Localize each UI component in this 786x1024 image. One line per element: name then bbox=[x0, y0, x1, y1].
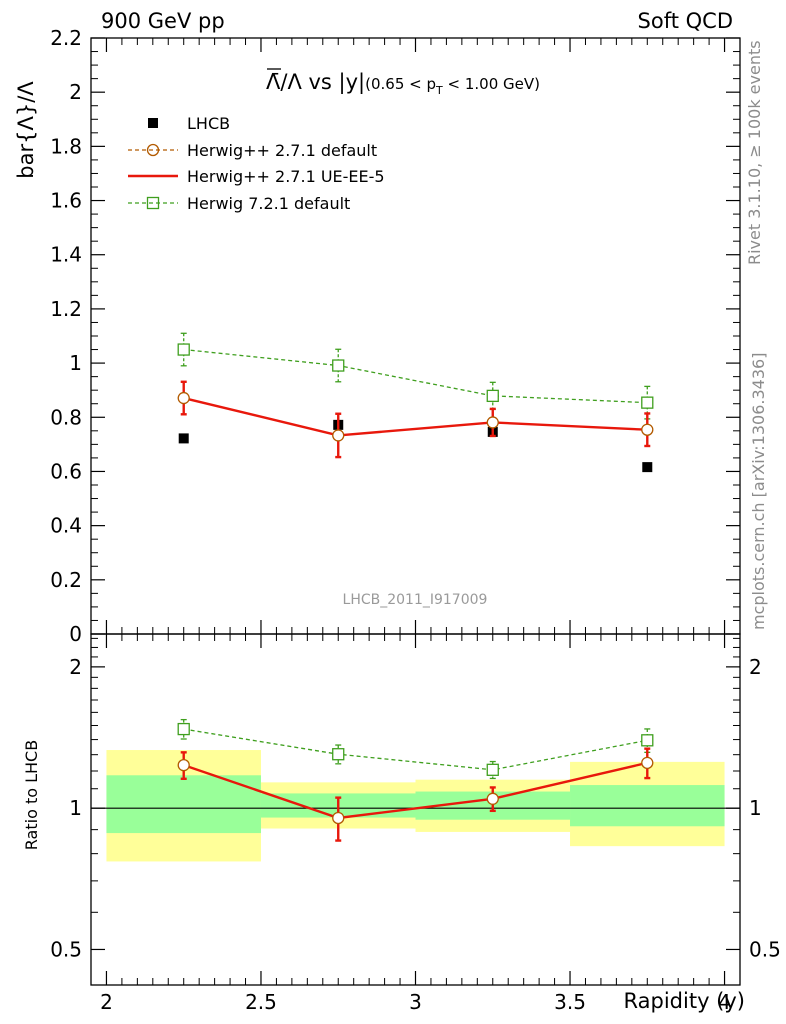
ratio-point-herwig7-default-3 bbox=[641, 734, 654, 747]
main-ytick-label-6: 1.2 bbox=[50, 297, 82, 321]
svg-text:Λ̄/Λ vs |y|(0.65 < pT < 1.00 G: Λ̄/Λ vs |y|(0.65 < pT < 1.00 GeV) bbox=[266, 70, 540, 97]
ratio-ylabel: Ratio to LHCB bbox=[22, 740, 41, 850]
legend-marker-lhcb bbox=[148, 118, 158, 128]
ratio-errorbar-herwig7-default-1 bbox=[335, 744, 342, 765]
ratio-ytick-label-right-1: 1 bbox=[749, 796, 762, 820]
svg-text:Herwig++ 2.7.1 UE-EE-5: Herwig++ 2.7.1 UE-EE-5 bbox=[187, 167, 385, 186]
ratio-errorbar-herwig7-default-0 bbox=[180, 718, 187, 740]
xtick-label-3: 3.5 bbox=[554, 990, 586, 1014]
analysis-id: LHCB_2011_I917009 bbox=[343, 592, 488, 608]
ratio-line-herwigpp-ueee5 bbox=[183, 761, 648, 820]
point-herwigpp-default-2 bbox=[486, 416, 499, 429]
ratio-point-herwigpp-default-0 bbox=[177, 758, 190, 772]
main-ytick-label-11: 2.2 bbox=[50, 26, 82, 50]
point-lhcb-0 bbox=[178, 433, 189, 444]
legend: LHCB Herwig++ 2.7.1 default Herwig++ 2.7… bbox=[128, 114, 385, 213]
title-main: Λ̄/Λ vs |y| bbox=[266, 70, 365, 95]
xtick-label-4: 4 bbox=[718, 990, 731, 1014]
xlabel: Rapidity (y) bbox=[624, 989, 745, 1013]
main-ytick-label-3: 0.6 bbox=[50, 459, 82, 483]
point-herwigpp-default-1 bbox=[332, 429, 345, 442]
ratio-band-inner-0 bbox=[106, 775, 261, 834]
rivet-label: Rivet 3.1.10, ≥ 100k events bbox=[745, 40, 764, 265]
main-ytick-label-2: 0.4 bbox=[50, 514, 82, 538]
main-ylabel: bar{Λ}/Λ bbox=[14, 81, 38, 179]
main-ytick-label-5: 1 bbox=[69, 351, 82, 375]
ratio-ytick-label-0: 0.5 bbox=[50, 937, 82, 961]
ratio-point-herwigpp-default-2 bbox=[486, 792, 499, 805]
main-ytick-label-9: 1.8 bbox=[50, 134, 82, 158]
ratio-ytick-label-right-2: 2 bbox=[749, 655, 762, 679]
main-ytick-label-4: 0.8 bbox=[50, 405, 82, 429]
point-herwigpp-default-0 bbox=[177, 391, 190, 405]
xtick-label-1: 2.5 bbox=[245, 990, 277, 1014]
ratio-ytick-label-right-0: 0.5 bbox=[749, 937, 781, 961]
ratio-band-inner-3 bbox=[570, 785, 725, 827]
header-left: 900 GeV pp bbox=[101, 9, 225, 33]
ratio-point-herwig7-default-2 bbox=[486, 763, 499, 776]
legend-item-herwigpp-default: Herwig++ 2.7.1 default bbox=[128, 141, 377, 160]
ratio-point-herwigpp-default-1 bbox=[332, 811, 345, 825]
point-herwig7-default-2 bbox=[486, 389, 499, 403]
point-herwig7-default-3 bbox=[641, 396, 654, 409]
svg-text:Herwig 7.2.1 default: Herwig 7.2.1 default bbox=[187, 194, 350, 213]
xtick-label-2: 3 bbox=[409, 990, 422, 1014]
main-ytick-label-1: 0.2 bbox=[50, 568, 82, 592]
ratio-ytick-label-1: 1 bbox=[69, 796, 82, 820]
xtick-label-0: 2 bbox=[100, 990, 113, 1014]
main-ytick-label-10: 2 bbox=[69, 80, 82, 104]
series-line-herwigpp-ueee5 bbox=[183, 396, 648, 437]
legend-marker-herwigpp-default bbox=[146, 143, 160, 157]
legend-item-herwig7-default: Herwig 7.2.1 default bbox=[128, 194, 350, 213]
mcplots-label: mcplots.cern.ch [arXiv:1306.3436] bbox=[749, 353, 768, 630]
svg-text:Herwig++ 2.7.1 default: Herwig++ 2.7.1 default bbox=[187, 141, 377, 160]
legend-item-herwigpp-ueee5: Herwig++ 2.7.1 UE-EE-5 bbox=[128, 167, 385, 186]
main-ytick-label-7: 1.4 bbox=[50, 243, 82, 267]
point-herwig7-default-0 bbox=[177, 343, 190, 356]
header-right: Soft QCD bbox=[638, 9, 733, 33]
legend-item-lhcb: LHCB bbox=[148, 114, 230, 133]
main-title: Λ̄/Λ vs |y|(0.65 < pT < 1.00 GeV) bbox=[266, 68, 540, 97]
ratio-point-herwig7-default-0 bbox=[177, 722, 190, 736]
point-herwig7-default-1 bbox=[332, 359, 345, 372]
point-herwigpp-default-3 bbox=[641, 423, 654, 436]
point-lhcb-3 bbox=[642, 462, 653, 473]
svg-text:LHCB: LHCB bbox=[187, 114, 230, 133]
series-line-herwig7-default bbox=[183, 348, 648, 404]
title-cut-b: < 1.00 GeV) bbox=[443, 75, 540, 93]
main-ytick-label-0: 0 bbox=[69, 622, 82, 646]
ratio-point-herwig7-default-1 bbox=[332, 748, 345, 761]
legend-marker-herwig7-default bbox=[146, 196, 160, 210]
ratio-point-herwigpp-default-3 bbox=[641, 756, 654, 769]
ratio-line-herwig7-default bbox=[183, 728, 648, 771]
title-cut-sub: T bbox=[435, 84, 443, 97]
title-cut-a: (0.65 < p bbox=[365, 75, 436, 93]
main-ytick-label-8: 1.6 bbox=[50, 189, 82, 213]
ratio-ytick-label-2: 2 bbox=[69, 655, 82, 679]
